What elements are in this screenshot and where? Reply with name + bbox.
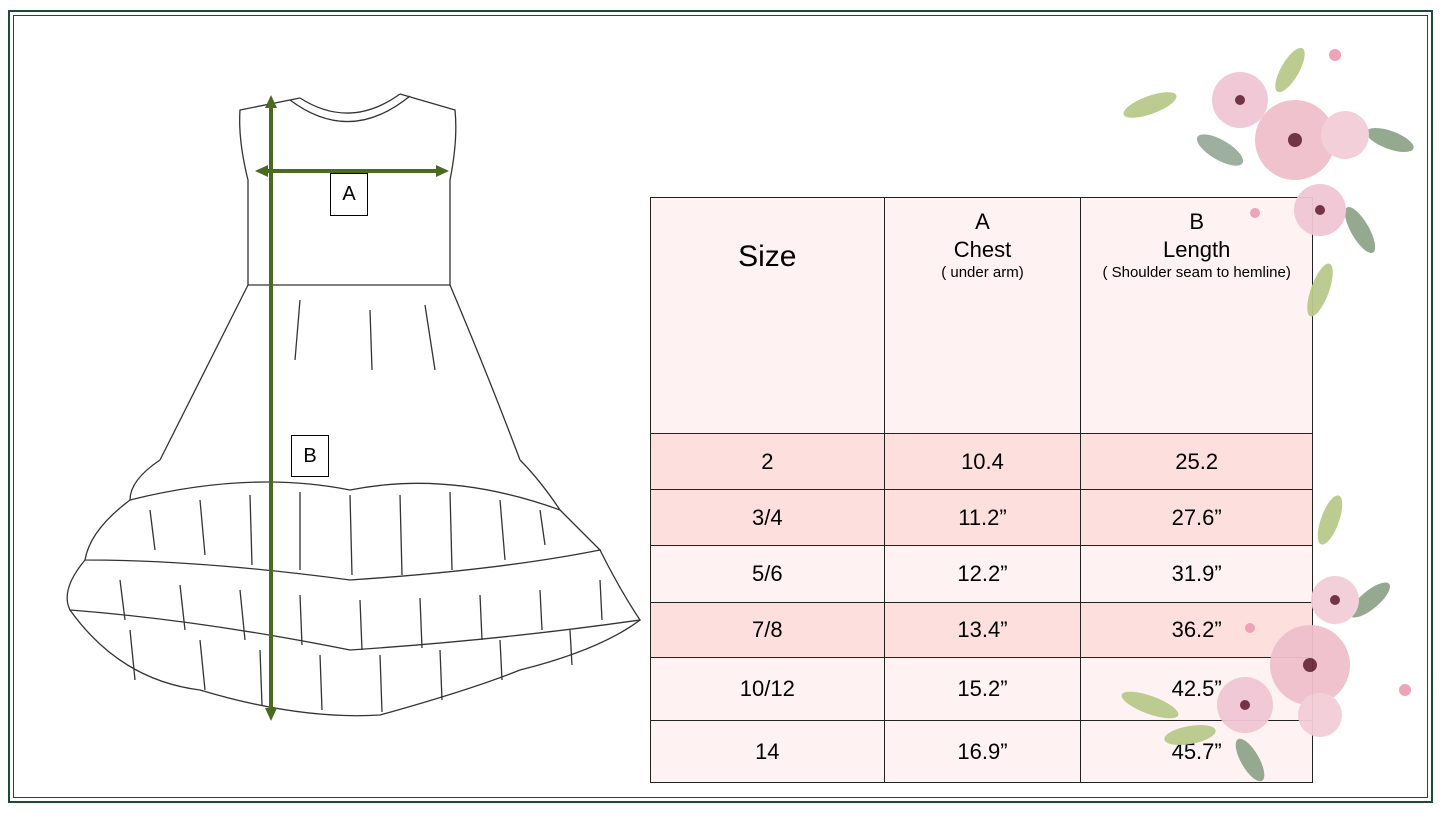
cell-length: 27.6” <box>1080 489 1313 546</box>
cell-chest: 13.4” <box>883 602 1082 658</box>
cell-length: 36.2” <box>1080 602 1313 658</box>
cell-chest: 11.2” <box>883 489 1082 546</box>
table-row: 10/12 15.2” 42.5” <box>650 657 1313 721</box>
table-row: 14 16.9” 45.7” <box>650 720 1313 783</box>
chest-title: Chest <box>953 237 1012 262</box>
label-b: B <box>291 435 329 477</box>
cell-chest: 10.4 <box>883 433 1082 490</box>
cell-size: 5/6 <box>650 545 885 603</box>
cell-size: 2 <box>650 433 885 490</box>
cell-size: 10/12 <box>650 657 885 721</box>
measurement-arrows <box>255 95 449 721</box>
cell-length: 25.2 <box>1080 433 1313 490</box>
cell-length: 45.7” <box>1080 720 1313 783</box>
table-row: 7/8 13.4” 36.2” <box>650 602 1313 658</box>
chest-note: ( under arm) <box>941 264 1024 281</box>
cell-chest: 12.2” <box>883 545 1082 603</box>
cell-chest: 16.9” <box>883 720 1082 783</box>
table-row: 2 10.4 25.2 <box>650 433 1313 490</box>
table-row: 5/6 12.2” 31.9” <box>650 545 1313 603</box>
size-chart-table: Size A Chest ( under arm) B Length ( Sho… <box>650 197 1313 783</box>
outer-frame <box>8 10 1433 803</box>
cell-length: 31.9” <box>1080 545 1313 603</box>
chest-letter: A <box>975 209 990 234</box>
inner-frame <box>13 15 1428 798</box>
cell-length: 42.5” <box>1080 657 1313 721</box>
length-note: ( Shoulder seam to hemline) <box>1102 264 1291 281</box>
header-size: Size <box>650 197 885 434</box>
length-title: Length <box>1163 237 1231 262</box>
length-letter: B <box>1189 209 1204 234</box>
cell-size: 7/8 <box>650 602 885 658</box>
header-row: Size A Chest ( under arm) B Length ( Sho… <box>650 197 1313 434</box>
header-length: B Length ( Shoulder seam to hemline) <box>1080 197 1313 434</box>
cell-size: 14 <box>650 720 885 783</box>
header-chest: A Chest ( under arm) <box>883 197 1082 434</box>
label-a: A <box>330 173 368 216</box>
table-row: 3/4 11.2” 27.6” <box>650 489 1313 546</box>
cell-size: 3/4 <box>650 489 885 546</box>
cell-chest: 15.2” <box>883 657 1082 721</box>
